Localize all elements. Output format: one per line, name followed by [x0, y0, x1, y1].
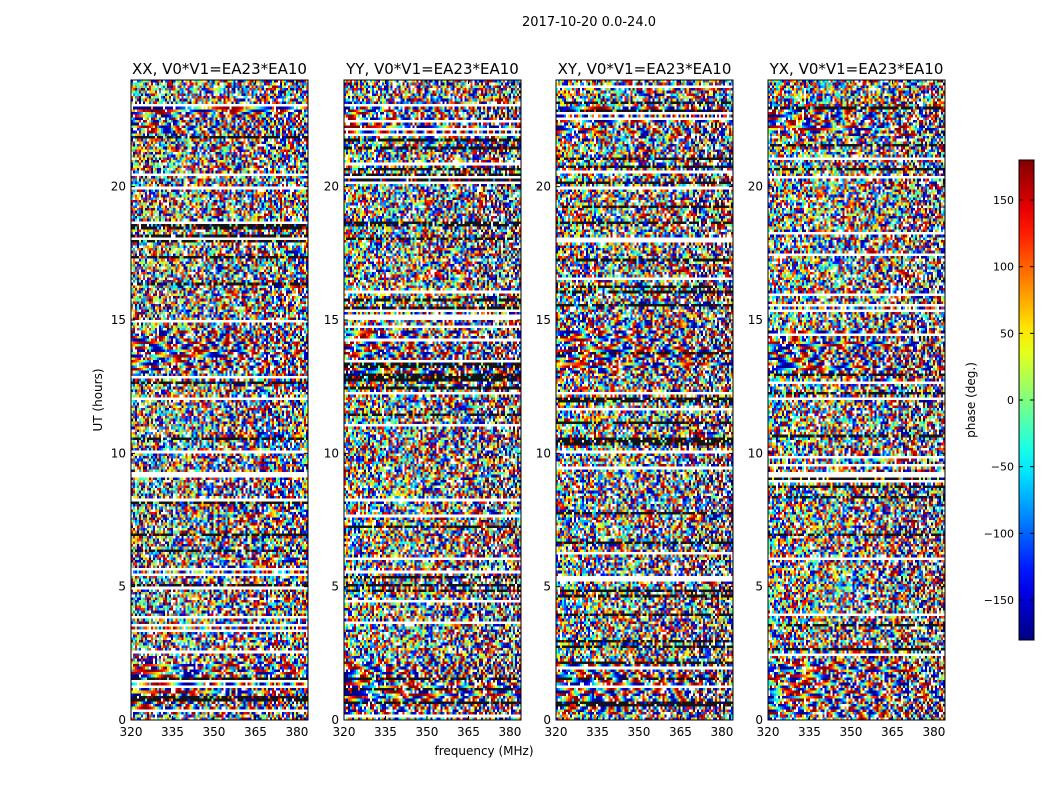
- y-tick-label: 5: [755, 580, 763, 594]
- panel-4: YX, V0*V1=EA23*EA10 320 335 350 365 380 0 5 10 15…: [748, 60, 946, 739]
- colorbar-tick-label: −150: [984, 594, 1014, 607]
- y-tick-label: 0: [331, 713, 339, 727]
- phase-heatmap: [556, 80, 733, 720]
- x-tick-label: 365: [457, 725, 480, 739]
- phase-heatmap: [344, 80, 521, 720]
- y-tick-label: 0: [755, 713, 763, 727]
- y-tick-label: 10: [748, 446, 763, 460]
- x-tick-label: 320: [757, 725, 780, 739]
- x-tick-label: 380: [498, 725, 521, 739]
- x-tick-label: 380: [285, 725, 308, 739]
- y-tick-label: 20: [111, 180, 126, 194]
- y-tick-label: 0: [118, 713, 126, 727]
- panel-title: XY, V0*V1=EA23*EA10: [558, 60, 732, 78]
- colorbar-tick-label: −50: [991, 461, 1014, 474]
- phase-heatmap: [768, 80, 945, 720]
- x-tick-label: 365: [881, 725, 904, 739]
- x-tick-label: 350: [840, 725, 863, 739]
- x-tick-label: 335: [798, 725, 821, 739]
- colorbar-tick-label: 150: [993, 194, 1014, 207]
- x-tick-label: 320: [545, 725, 568, 739]
- y-tick-label: 15: [748, 313, 763, 327]
- panel-title: XX, V0*V1=EA23*EA10: [132, 60, 307, 78]
- panel-title: YX, V0*V1=EA23*EA10: [769, 60, 944, 78]
- y-tick-label: 10: [536, 446, 551, 460]
- y-tick-label: 15: [536, 313, 551, 327]
- y-tick-label: 5: [118, 580, 126, 594]
- colorbar-tick-label: 50: [1000, 327, 1014, 340]
- x-tick-label: 380: [922, 725, 945, 739]
- y-axis-label: UT (hours): [91, 368, 105, 431]
- y-tick-label: 20: [536, 180, 551, 194]
- x-tick-label: 365: [669, 725, 692, 739]
- y-tick-label: 5: [543, 580, 551, 594]
- x-tick-label: 335: [586, 725, 609, 739]
- panel-2: YY, V0*V1=EA23*EA10 320 335 350 365 380 0 5 10 15…: [324, 60, 522, 739]
- phase-heatmap: [131, 80, 308, 720]
- colorbar-tick-label: 100: [993, 261, 1014, 274]
- panel-frame: [343, 79, 522, 721]
- colorbar: 150 100 50 0 −50 −100 −150 phase (deg.): [964, 159, 1035, 641]
- colorbar-tick-label: −100: [984, 527, 1014, 540]
- x-tick-label: 380: [710, 725, 733, 739]
- panel-frame: [555, 79, 734, 721]
- y-tick-label: 0: [543, 713, 551, 727]
- y-tick-label: 20: [748, 180, 763, 194]
- panels-group: XX, V0*V1=EA23*EA10 320 335 350 365 380 0 5 10 15…: [111, 60, 946, 739]
- x-tick-label: 320: [333, 725, 356, 739]
- x-tick-label: 335: [161, 725, 184, 739]
- colorbar-label: phase (deg.): [964, 362, 978, 438]
- x-tick-label: 335: [374, 725, 397, 739]
- panel-frame: [767, 79, 946, 721]
- x-axis-label: frequency (MHz): [434, 744, 533, 758]
- y-tick-label: 15: [111, 313, 126, 327]
- x-tick-label: 365: [244, 725, 267, 739]
- colorbar-tick-label: 0: [1007, 394, 1014, 407]
- x-tick-label: 350: [203, 725, 226, 739]
- panel-title: YY, V0*V1=EA23*EA10: [345, 60, 519, 78]
- y-tick-label: 5: [331, 580, 339, 594]
- x-tick-label: 320: [120, 725, 143, 739]
- figure-suptitle: 2017-10-20 0.0-24.0: [522, 15, 656, 30]
- x-tick-label: 350: [628, 725, 651, 739]
- x-tick-label: 350: [416, 725, 439, 739]
- y-tick-label: 10: [111, 446, 126, 460]
- panel-1: XX, V0*V1=EA23*EA10 320 335 350 365 380 0 5 10 15…: [111, 60, 309, 739]
- panel-3: XY, V0*V1=EA23*EA10 320 335 350 365 380 0 5 10 15…: [536, 60, 734, 739]
- y-tick-label: 20: [324, 180, 339, 194]
- y-tick-label: 15: [324, 313, 339, 327]
- panel-frame: [130, 79, 309, 721]
- y-tick-label: 10: [324, 446, 339, 460]
